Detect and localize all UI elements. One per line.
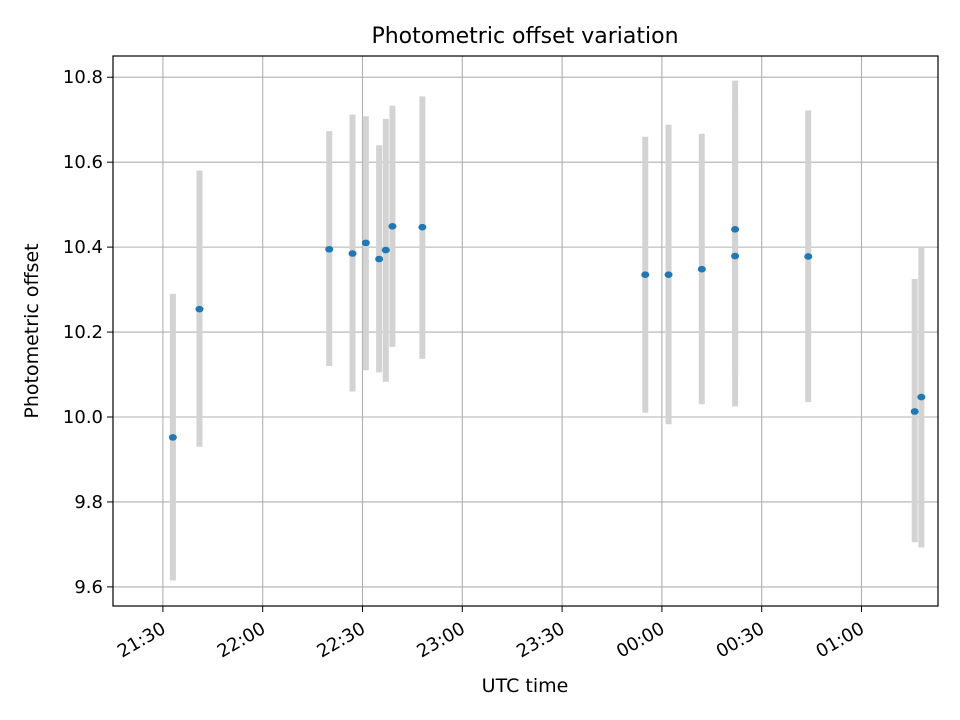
data-point bbox=[641, 271, 650, 279]
data-point bbox=[168, 434, 177, 441]
x-tick-label: 00:00 bbox=[613, 618, 668, 662]
y-tick-label: 10.4 bbox=[63, 237, 103, 258]
grid bbox=[113, 56, 938, 606]
y-axis: 9.6 9.8 10.0 10.2 10.4 10.6 10.8 bbox=[63, 67, 113, 598]
data-point bbox=[418, 223, 427, 231]
y-tick-label: 10.6 bbox=[63, 152, 103, 173]
error-bars bbox=[169, 80, 925, 581]
data-point bbox=[664, 271, 673, 279]
data-point bbox=[388, 223, 397, 230]
x-tick-label: 23:30 bbox=[513, 618, 568, 662]
data-points bbox=[168, 223, 926, 441]
data-point bbox=[731, 225, 740, 233]
data-point bbox=[804, 253, 813, 260]
x-axis-label: UTC time bbox=[482, 675, 569, 697]
chart-title: Photometric offset variation bbox=[371, 24, 678, 49]
y-tick-label: 10.8 bbox=[63, 67, 103, 88]
plot-frame bbox=[112, 55, 939, 607]
x-tick-label: 00:30 bbox=[713, 618, 768, 662]
x-tick-label: 01:00 bbox=[813, 618, 868, 662]
y-tick-label: 10.2 bbox=[63, 322, 103, 343]
y-tick-label: 9.6 bbox=[74, 577, 103, 598]
y-tick-label: 9.8 bbox=[74, 492, 103, 513]
x-tick-label: 21:30 bbox=[114, 618, 169, 662]
data-point bbox=[917, 393, 926, 401]
data-point bbox=[195, 305, 204, 313]
data-point bbox=[375, 255, 384, 263]
data-point bbox=[361, 239, 370, 247]
data-point bbox=[910, 408, 919, 415]
x-tick-label: 22:30 bbox=[314, 618, 369, 662]
data-point bbox=[731, 252, 740, 260]
data-point bbox=[325, 245, 334, 253]
x-tick-label: 22:00 bbox=[214, 618, 269, 662]
x-tick-label: 23:00 bbox=[413, 618, 468, 662]
y-tick-label: 10.0 bbox=[63, 407, 103, 428]
data-point bbox=[348, 250, 357, 257]
y-axis-label: Photometric offset bbox=[21, 243, 43, 418]
data-point bbox=[697, 265, 706, 273]
data-point bbox=[381, 246, 390, 254]
x-axis: 21:30 22:00 22:30 23:00 23:30 00:00 00:30 01:00 bbox=[114, 606, 868, 662]
